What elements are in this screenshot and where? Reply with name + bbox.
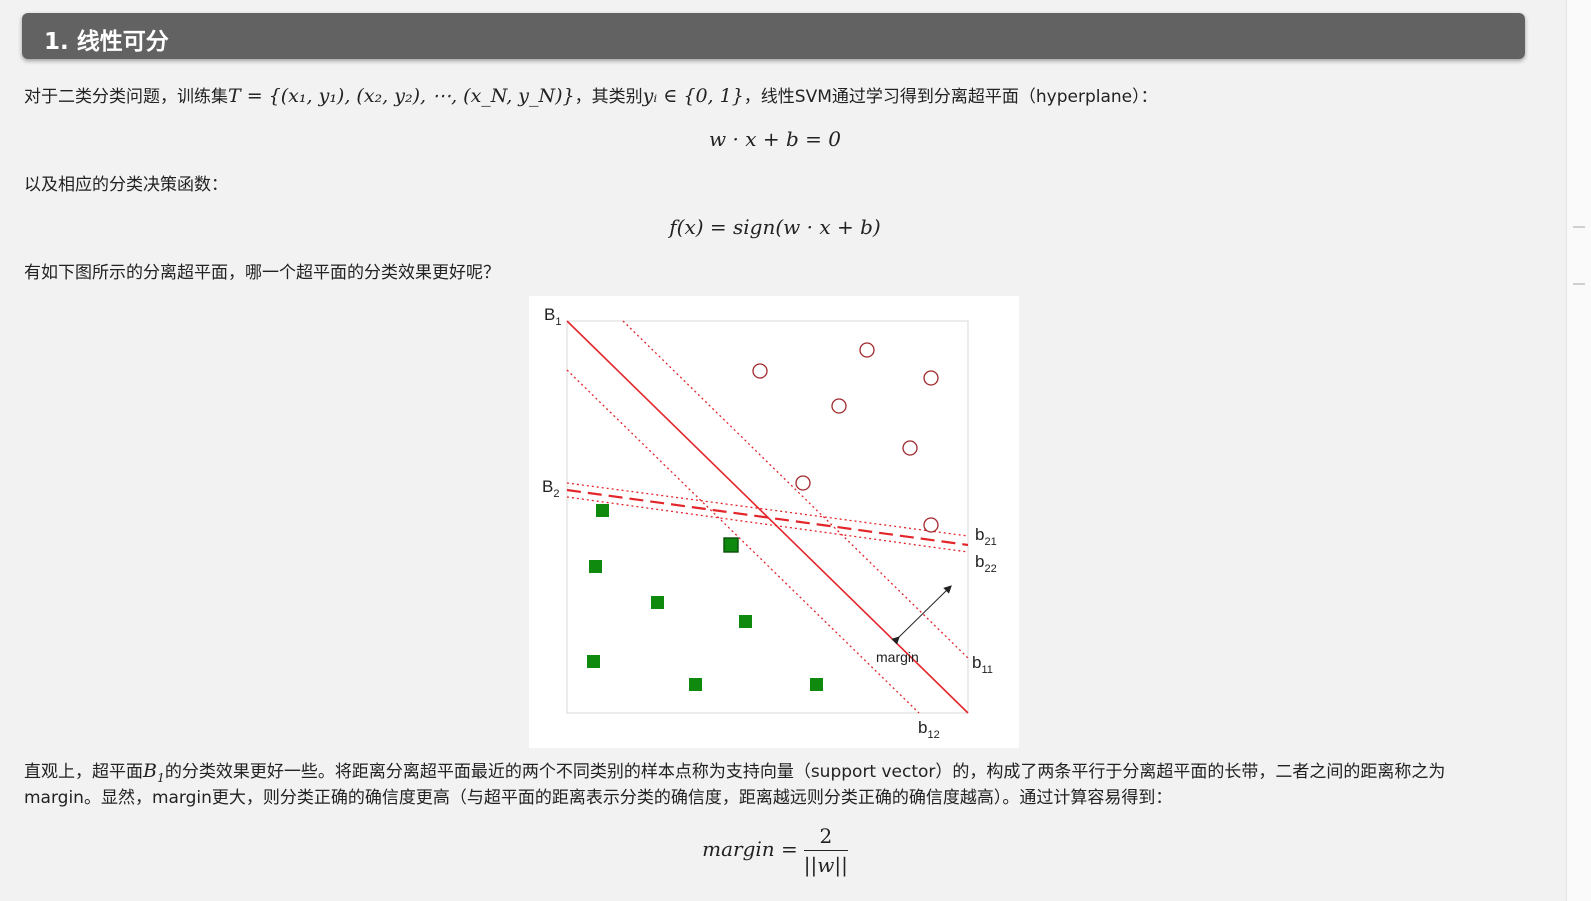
square-point (689, 678, 702, 691)
plot-frame (566, 320, 969, 714)
figure-question: 有如下图所示的分离超平面，哪一个超平面的分类效果更好呢？ (24, 263, 500, 283)
square-point (739, 615, 752, 628)
conclusion-text-b: 的分类效果更好一些。将距离分离超平面最近的两个不同类别的样本点称为支持向量（su… (164, 762, 1446, 782)
hyperplane-b2-line (566, 488, 969, 547)
square-point (810, 678, 823, 691)
margin-b12-line (566, 369, 920, 714)
intro-prefix: 对于二类分类问题，训练集 (24, 87, 228, 107)
b1-symbol: B1 (143, 760, 165, 785)
margin-equation: margin = 2 ||w|| (0, 824, 1550, 877)
conclusion-line-1: 直观上，超平面B1的分类效果更好一些。将距离分离超平面最近的两个不同类别的样本点… (24, 758, 1445, 792)
circle-point (831, 398, 847, 414)
label-b22: b22 (975, 552, 997, 575)
circle-point (752, 363, 768, 379)
square-point (651, 596, 664, 609)
square-point (723, 537, 739, 553)
hyperplane-equation: w · x + b = 0 (709, 127, 841, 151)
scrollbar-mark (1573, 283, 1585, 285)
svm-hyperplane-figure: B1 B2 b21 b22 b11 b12 margin (529, 296, 1019, 748)
square-point (596, 504, 609, 517)
circle-point (859, 342, 875, 358)
label-B1: B1 (544, 305, 561, 328)
section-header: 1. 线性可分 (22, 13, 1525, 59)
square-points (587, 504, 823, 691)
fraction-denominator: ||w|| (803, 853, 848, 877)
square-point (587, 655, 600, 668)
label-set-formula: yᵢ ∈ {0, 1} (642, 85, 744, 107)
conclusion-text-a: 直观上，超平面 (24, 762, 143, 782)
margin-b11-line (622, 320, 969, 659)
circle-point (923, 517, 939, 533)
circle-point (795, 475, 811, 491)
conclusion-line-2: margin。显然，margin更大，则分类正确的确信度更高（与超平面的距离表示… (24, 788, 1173, 808)
circle-point (902, 440, 918, 456)
page-scrollbar[interactable] (1566, 0, 1591, 901)
intro-mid: ，其类别 (574, 87, 643, 107)
intro-paragraph: 对于二类分类问题，训练集T = {(x₁, y₁), (x₂, y₂), ⋯, … (24, 83, 1158, 111)
training-set-formula: T = {(x₁, y₁), (x₂, y₂), ⋯, (x_N, y_N)} (228, 85, 575, 107)
margin-arrow (891, 585, 952, 645)
margin-lhs: margin = (702, 837, 798, 861)
svm-diagram: B1 B2 b21 b22 b11 b12 margin (542, 305, 997, 741)
square-point (589, 560, 602, 573)
circle-points (752, 342, 939, 533)
label-b12: b12 (918, 718, 940, 741)
circle-point (923, 370, 939, 386)
intro-suffix: ，线性SVM通过学习得到分离超平面（hyperplane）： (743, 87, 1158, 107)
decision-function-equation: f(x) = sign(w · x + b) (669, 215, 881, 239)
decision-intro: 以及相应的分类决策函数： (24, 175, 228, 195)
section-title: 1. 线性可分 (44, 29, 169, 55)
label-B2: B2 (542, 477, 559, 500)
label-margin: margin (876, 649, 919, 665)
scrollbar-mark (1573, 226, 1585, 228)
label-b21: b21 (975, 525, 997, 548)
label-b11: b11 (972, 653, 993, 676)
margin-fraction: 2 ||w|| (803, 824, 848, 877)
fraction-numerator: 2 (803, 824, 848, 851)
margin-b21-line (566, 482, 969, 537)
margin-b22-line (566, 496, 969, 553)
